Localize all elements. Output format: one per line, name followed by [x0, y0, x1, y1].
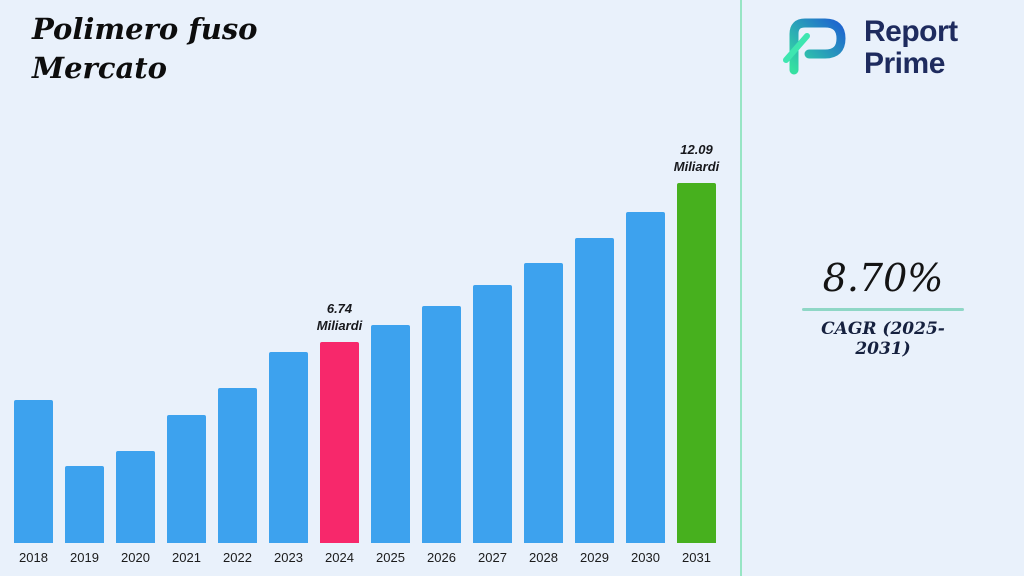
x-axis-label: 2019	[70, 550, 99, 565]
x-axis-label: 2025	[376, 550, 405, 565]
bar-value-label: 6.74 Miliardi	[316, 301, 363, 334]
bar-column: 2027	[473, 285, 512, 566]
bar	[14, 400, 53, 543]
bar	[473, 285, 512, 543]
x-axis-label: 2023	[274, 550, 303, 565]
bar	[524, 263, 563, 543]
x-axis-label: 2027	[478, 550, 507, 565]
bar-column: 2020	[116, 451, 155, 566]
x-axis-label: 2020	[121, 550, 150, 565]
bar	[626, 212, 665, 543]
cagr-value: 8.70%	[822, 256, 944, 300]
page-title: Polimero fuso Mercato	[32, 10, 258, 88]
bar	[320, 342, 359, 543]
x-axis-label: 2026	[427, 550, 456, 565]
page-title-line1: Polimero fuso	[32, 12, 258, 46]
report-prime-logo-text: Report Prime	[864, 16, 958, 79]
bar	[167, 415, 206, 543]
x-axis-label: 2028	[529, 550, 558, 565]
bar-column: 2019	[65, 466, 104, 566]
cagr-block: 8.70% CAGR (2025-2031)	[800, 256, 966, 359]
bar-value-label: 12.09 Miliardi	[673, 142, 720, 175]
report-prime-logo-icon	[778, 14, 852, 81]
page-title-line2: Mercato	[32, 51, 168, 86]
divider	[740, 0, 742, 576]
x-axis-label: 2024	[325, 550, 354, 565]
bar-column: 2021	[167, 415, 206, 566]
bar	[116, 451, 155, 543]
x-axis-label: 2022	[223, 550, 252, 565]
bar-chart: 2018 2019 2020 2021 2022 2023 6.74 Miliardi 2024…	[14, 142, 728, 566]
cagr-underline	[802, 308, 964, 311]
bar	[218, 388, 257, 543]
bar-column: 12.09 Miliardi 2031	[674, 142, 720, 566]
x-axis-label: 2030	[631, 550, 660, 565]
bar	[371, 325, 410, 543]
x-axis-label: 2029	[580, 550, 609, 565]
logo-text-line2: Prime	[864, 46, 945, 80]
cagr-label: CAGR (2025-2031)	[821, 319, 945, 359]
logo-text-line1: Report	[864, 15, 958, 48]
bar	[575, 238, 614, 543]
bar	[677, 183, 716, 543]
bar-column: 2029	[575, 238, 614, 566]
bar-column: 2025	[371, 325, 410, 566]
bar-column: 2030	[626, 212, 665, 566]
bar-column: 2026	[422, 306, 461, 566]
report-prime-logo: Report Prime	[778, 14, 958, 81]
bar-column: 2028	[524, 263, 563, 566]
bar-column: 2022	[218, 388, 257, 566]
bar-column: 2018	[14, 400, 53, 566]
bar	[65, 466, 104, 543]
x-axis-label: 2031	[682, 550, 711, 565]
bar	[422, 306, 461, 543]
bar-column: 6.74 Miliardi 2024	[317, 301, 363, 566]
bar-column: 2023	[269, 352, 308, 566]
x-axis-label: 2018	[19, 550, 48, 565]
x-axis-label: 2021	[172, 550, 201, 565]
bar	[269, 352, 308, 543]
